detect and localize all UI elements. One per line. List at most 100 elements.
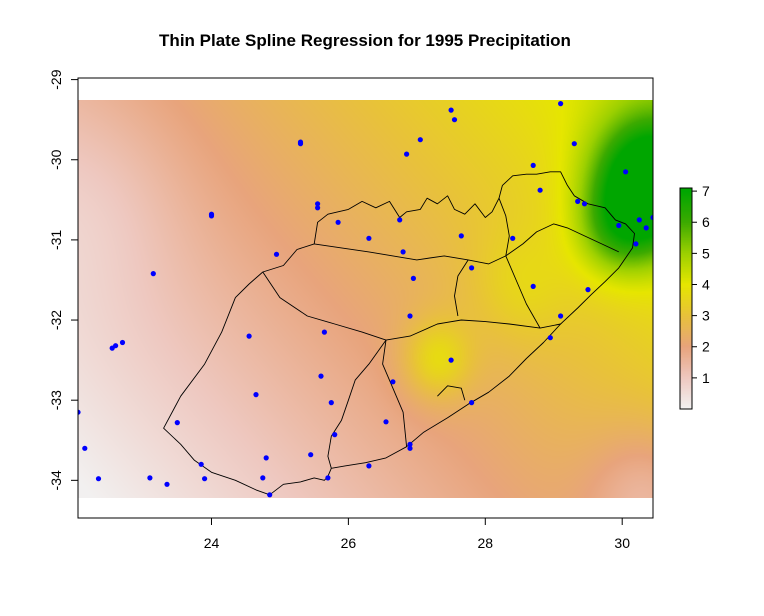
y-tick-label: -30 [48, 149, 64, 169]
district-boundary [454, 259, 469, 317]
province-outline [163, 171, 635, 496]
district-boundary [385, 319, 561, 341]
station-point [410, 275, 416, 281]
station-point [147, 475, 153, 481]
station-point [458, 233, 464, 239]
y-tick-label: -32 [48, 310, 64, 330]
station-point [510, 235, 516, 241]
station-point [650, 214, 653, 221]
station-point [198, 461, 204, 467]
station-point [530, 283, 536, 289]
station-point [328, 400, 334, 406]
station-point [263, 455, 269, 461]
district-boundary [327, 339, 387, 469]
station-point [575, 198, 581, 204]
station-point [315, 201, 321, 207]
legend-color-bar [680, 188, 692, 409]
station-point [390, 379, 396, 385]
station-point [332, 432, 338, 438]
station-point [530, 162, 536, 168]
x-tick-label: 28 [478, 535, 494, 551]
district-boundary [262, 271, 387, 341]
y-tick-label: -34 [48, 470, 64, 490]
station-point [150, 271, 156, 277]
station-point [366, 463, 372, 469]
station-point [164, 481, 170, 487]
region-boundaries [163, 171, 635, 496]
station-point [400, 249, 406, 255]
x-tick-label: 30 [614, 535, 630, 551]
station-point [558, 101, 564, 107]
station-point [537, 187, 543, 193]
district-boundary [437, 385, 466, 401]
district-boundary [505, 255, 541, 329]
station-point [82, 445, 88, 451]
chart-title: Thin Plate Spline Regression for 1995 Pr… [159, 31, 571, 50]
station-point [260, 475, 266, 481]
station-point [253, 392, 259, 398]
x-tick-label: 26 [341, 535, 357, 551]
legend-tick-label: 6 [702, 214, 710, 230]
station-point [407, 441, 413, 447]
station-point [308, 452, 314, 458]
legend: 1 2 3 4 5 6 7 [692, 183, 710, 386]
station-point [623, 169, 629, 175]
station-point [174, 420, 180, 426]
y-tick-label: -29 [48, 69, 64, 89]
station-point [616, 222, 622, 229]
station-point [297, 141, 304, 147]
precipitation-surface [78, 100, 653, 498]
station-point [95, 476, 102, 482]
station-point [547, 335, 553, 341]
station-point [636, 217, 642, 223]
station-point [273, 251, 280, 257]
station-point [451, 117, 458, 123]
station-point [581, 201, 588, 207]
y-axis: -29 -30 -31 -32 -33 -34 [48, 69, 78, 490]
station-point [469, 400, 475, 406]
y-tick-label: -31 [48, 230, 64, 250]
station-point [448, 107, 454, 113]
station-points [78, 101, 653, 498]
station-point [325, 475, 331, 481]
plot-frame [77, 77, 654, 519]
legend-tick-label: 7 [702, 183, 710, 199]
station-point [202, 476, 208, 482]
station-point [366, 235, 372, 241]
station-point [633, 241, 639, 247]
station-point [318, 373, 324, 379]
station-point [469, 265, 475, 271]
district-boundary [314, 243, 506, 265]
station-point [383, 419, 389, 425]
legend-frame [679, 187, 693, 410]
legend-tick-label: 1 [702, 370, 710, 386]
station-point [407, 445, 413, 451]
station-point [407, 313, 413, 319]
station-point [558, 313, 564, 319]
station-point [571, 141, 577, 147]
x-axis: 24 26 28 30 [204, 518, 630, 551]
legend-tick-label: 2 [702, 339, 710, 355]
station-point [208, 213, 215, 219]
station-point [321, 329, 327, 335]
district-boundary [505, 223, 619, 257]
legend-tick-label: 5 [702, 245, 710, 261]
station-point [404, 151, 410, 157]
district-boundary [498, 198, 510, 256]
district-boundary [382, 340, 408, 447]
station-point [448, 357, 454, 363]
station-point [585, 287, 591, 293]
legend-tick-label: 3 [702, 308, 710, 324]
station-point [78, 409, 81, 415]
x-tick-label: 24 [204, 535, 220, 551]
station-point [397, 217, 403, 223]
station-point [119, 339, 126, 346]
y-tick-label: -33 [48, 390, 64, 410]
station-point [335, 219, 341, 225]
station-point [113, 343, 119, 349]
station-point [417, 137, 423, 143]
legend-tick-label: 4 [702, 276, 710, 292]
station-point [315, 205, 321, 211]
station-point [267, 492, 273, 498]
